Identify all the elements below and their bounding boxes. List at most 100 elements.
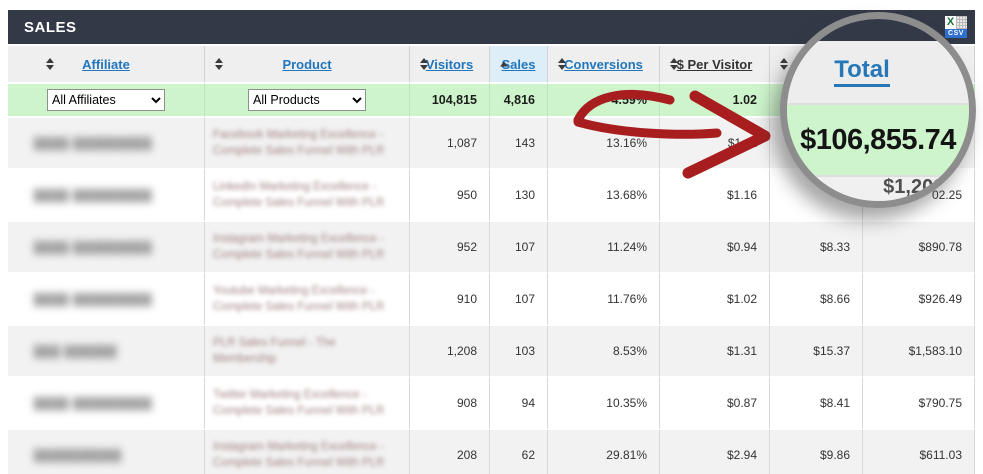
sort-icon[interactable] (670, 58, 678, 70)
column-header-link-visitors[interactable]: Visitors (425, 56, 474, 72)
table-row: ████ █████████ Twitter Marketing Excelle… (8, 378, 975, 430)
table-row: ███ ██████ PLR Sales Funnel - The Members… (8, 326, 975, 378)
product-name-blurred: Twitter Marketing Excellence - Complete S… (213, 389, 385, 417)
cell-total: $926.49 (863, 274, 975, 326)
product-filter-select[interactable]: All Products (248, 89, 366, 111)
cell-visitors: 952 (410, 222, 490, 274)
cell-affiliate: ██████████ (8, 430, 205, 474)
total-visitors: 104,815 (410, 84, 490, 118)
cell-per-visitor: $1.02 (660, 274, 770, 326)
cell-sales: 107 (490, 222, 548, 274)
cell-sales: 143 (490, 118, 548, 170)
column-header-affiliate: Affiliate (8, 46, 205, 84)
cell-affiliate: ████ █████████ (8, 118, 205, 170)
product-name-blurred: Facebook Marketing Excellence - Complete … (213, 129, 385, 157)
cell-per-visitor: $0.87 (660, 378, 770, 430)
total-conversions: 4.59% (548, 84, 660, 118)
column-header-sales: Sales (490, 46, 548, 84)
cell-per-sale: $8.66 (770, 274, 863, 326)
product-name-blurred: Instagram Marketing Excellence - Complete… (213, 441, 385, 469)
cell-sales: 103 (490, 326, 548, 378)
magnified-total-header: Total (787, 41, 969, 103)
column-header-visitors: Visitors (410, 46, 490, 84)
sort-icon[interactable] (215, 58, 223, 70)
cell-product: Instagram Marketing Excellence - Complete… (205, 222, 410, 274)
affiliate-name-redacted: ████ █████████ (34, 294, 153, 306)
column-header-link-affiliate[interactable]: Affiliate (82, 56, 130, 72)
affiliate-name-redacted: ███ ██████ (34, 346, 118, 358)
cell-conversions: 13.68% (548, 170, 660, 222)
cell-per-visitor: $1.31 (660, 326, 770, 378)
column-header-per-visitor: $ Per Visitor (660, 46, 770, 84)
cell-visitors: 910 (410, 274, 490, 326)
cell-visitors: 908 (410, 378, 490, 430)
cell-conversions: 11.24% (548, 222, 660, 274)
cell-visitors: 950 (410, 170, 490, 222)
column-header-link-sales[interactable]: Sales (501, 56, 536, 72)
cell-per-sale: $9.86 (770, 430, 863, 474)
magnified-total-header-label: Total (834, 57, 890, 87)
total-sales: 4,816 (490, 84, 548, 118)
cell-sales: 107 (490, 274, 548, 326)
excel-grid-icon (956, 16, 967, 29)
cell-total: $611.03 (863, 430, 975, 474)
product-filter-cell: All Products (205, 84, 410, 118)
excel-csv-export-icon[interactable]: X CSV (945, 16, 967, 38)
cell-visitors: 1,208 (410, 326, 490, 378)
affiliate-name-redacted: ████ █████████ (34, 138, 153, 150)
cell-visitors: 1,087 (410, 118, 490, 170)
cell-conversions: 10.35% (548, 378, 660, 430)
cell-per-sale: $8.33 (770, 222, 863, 274)
csv-badge: CSV (945, 29, 967, 38)
sort-icon[interactable] (780, 58, 788, 70)
cell-product: Youtube Marketing Excellence - Complete S… (205, 274, 410, 326)
cell-affiliate: ████ █████████ (8, 274, 205, 326)
cell-product: Instagram Marketing Excellence - Complete… (205, 430, 410, 474)
product-name-blurred: LinkedIn Marketing Excellence - Complete … (213, 181, 385, 209)
cell-per-sale: $8.41 (770, 378, 863, 430)
affiliate-name-redacted: ████ █████████ (34, 242, 153, 254)
title-bar: SALES X CSV (8, 10, 975, 44)
cell-conversions: 11.76% (548, 274, 660, 326)
table-row: ████ █████████ Youtube Marketing Excelle… (8, 274, 975, 326)
magnified-grand-total-value: $106,855.74 (800, 123, 956, 156)
cell-per-visitor: $2.94 (660, 430, 770, 474)
cell-conversions: 8.53% (548, 326, 660, 378)
sort-ascending-icon[interactable] (500, 61, 508, 67)
sort-icon[interactable] (558, 58, 566, 70)
column-header-link-conversions[interactable]: Conversions (564, 56, 643, 72)
cell-per-visitor: $0.94 (660, 222, 770, 274)
affiliate-name-redacted: ████ █████████ (34, 398, 153, 410)
product-name-blurred: Youtube Marketing Excellence - Complete S… (213, 285, 385, 313)
cell-affiliate: ████ █████████ (8, 222, 205, 274)
cell-sales: 62 (490, 430, 548, 474)
cell-affiliate: ███ ██████ (8, 326, 205, 378)
table-row: ██████████ Instagram Marketing Excellenc… (8, 430, 975, 474)
sort-icon[interactable] (46, 58, 54, 70)
cell-product: PLR Sales Funnel - The Membership (205, 326, 410, 378)
column-header-conversions: Conversions (548, 46, 660, 84)
cell-per-visitor: $1.16 (660, 170, 770, 222)
magnifier-bubble: Total $106,855.74 $1,209.9 (780, 12, 976, 208)
cell-conversions: 13.16% (548, 118, 660, 170)
affiliate-name-redacted: ████ █████████ (34, 190, 153, 202)
affiliate-name-redacted: ██████████ (34, 450, 122, 462)
cell-sales: 130 (490, 170, 548, 222)
column-header-link-product[interactable]: Product (282, 56, 332, 72)
cell-affiliate: ████ █████████ (8, 170, 205, 222)
cell-per-visitor: $1.11 (660, 118, 770, 170)
table-row: ████ █████████ Instagram Marketing Excel… (8, 222, 975, 274)
cell-product: Facebook Marketing Excellence - Complete … (205, 118, 410, 170)
cell-sales: 94 (490, 378, 548, 430)
cell-affiliate: ████ █████████ (8, 378, 205, 430)
affiliate-filter-select[interactable]: All Affiliates (47, 89, 165, 111)
product-name-blurred: Instagram Marketing Excellence - Complete… (213, 233, 385, 261)
column-header-product: Product (205, 46, 410, 84)
product-name-blurred: PLR Sales Funnel - The Membership (213, 337, 336, 365)
cell-total: $790.75 (863, 378, 975, 430)
column-header-link-per-visitor[interactable]: $ Per Visitor (676, 56, 753, 72)
affiliate-filter-cell: All Affiliates (8, 84, 205, 118)
sort-icon[interactable] (420, 58, 428, 70)
cell-visitors: 208 (410, 430, 490, 474)
